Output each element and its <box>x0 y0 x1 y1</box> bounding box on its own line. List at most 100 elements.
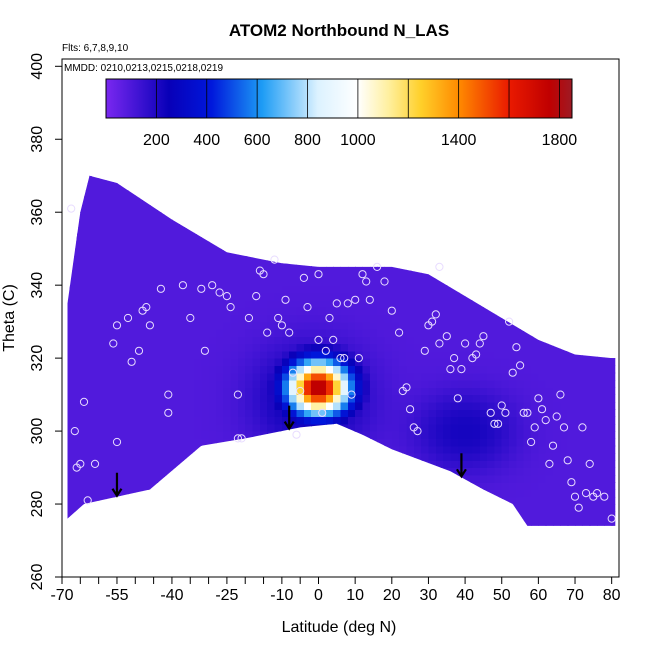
heatmap-cell <box>333 314 342 323</box>
heatmap-cell <box>494 234 503 242</box>
heatmap-cell <box>105 219 114 228</box>
heatmap-cell <box>494 358 503 367</box>
heatmap-cell <box>237 292 246 301</box>
heatmap-cell <box>611 423 616 432</box>
heatmap-cell <box>149 387 158 396</box>
heatmap-cell <box>186 358 195 367</box>
heatmap-cell <box>406 212 415 221</box>
sample-point <box>233 390 242 399</box>
sample-point <box>292 430 301 439</box>
heatmap-cell <box>413 358 422 367</box>
heatmap-cell <box>450 518 459 526</box>
heatmap-cell <box>597 328 605 337</box>
heatmap-cell <box>69 336 78 345</box>
heatmap-cell <box>83 482 92 491</box>
heatmap-cell <box>223 307 232 315</box>
heatmap-cell <box>157 365 166 374</box>
heatmap-cell <box>457 504 466 512</box>
heatmap-cell <box>245 343 254 352</box>
heatmap-cell <box>259 321 268 330</box>
heatmap-cell <box>149 438 158 447</box>
heatmap-cell <box>465 401 474 410</box>
heatmap-cell <box>164 460 173 469</box>
heatmap-cell <box>296 248 305 257</box>
heatmap-cell <box>215 277 224 286</box>
heatmap-cell <box>259 409 268 418</box>
heatmap-cell <box>465 299 474 308</box>
heatmap-cell <box>333 496 342 505</box>
heatmap-cell <box>494 511 503 520</box>
heatmap-cell <box>318 255 327 264</box>
heatmap-cell <box>186 482 195 491</box>
heatmap-cell <box>604 292 613 301</box>
heatmap-cell <box>105 234 114 242</box>
heatmap-cell <box>435 358 444 367</box>
heatmap-cell <box>494 387 503 396</box>
heatmap-cell <box>399 263 408 272</box>
heatmap-cell <box>311 372 320 381</box>
heatmap-cell <box>91 307 100 315</box>
heatmap-cell <box>516 212 525 221</box>
heatmap-cell <box>450 161 458 169</box>
heatmap-cell <box>83 212 92 221</box>
heatmap-cell <box>193 234 202 242</box>
heatmap-cell <box>362 255 371 264</box>
heatmap-cell <box>494 452 503 461</box>
heatmap-cell <box>274 248 283 257</box>
heatmap-cell <box>296 263 305 272</box>
heatmap-cell <box>98 350 107 359</box>
sample-point <box>523 408 532 417</box>
heatmap-cell <box>83 190 92 199</box>
heatmap-cell <box>252 482 261 491</box>
heatmap-cell <box>252 358 261 367</box>
heatmap-cell <box>370 533 378 541</box>
heatmap-cell <box>201 212 210 221</box>
heatmap-cell <box>259 489 268 498</box>
heatmap-cell <box>545 336 554 345</box>
heatmap-cell <box>567 212 576 221</box>
heatmap-cell <box>142 482 151 491</box>
heatmap-cell <box>67 409 70 418</box>
heatmap-cell <box>377 474 386 483</box>
heatmap-cell <box>501 423 510 432</box>
heatmap-cell <box>347 270 356 279</box>
heatmap-cell <box>399 431 408 439</box>
heatmap-cell <box>69 409 78 418</box>
heatmap-cell <box>377 526 385 534</box>
heatmap-cell <box>83 183 92 191</box>
heatmap-cell <box>149 380 158 388</box>
heatmap-cell <box>457 175 466 177</box>
heatmap-cell <box>611 350 616 359</box>
heatmap-cell <box>443 299 452 308</box>
heatmap-cell <box>127 496 136 505</box>
heatmap-cell <box>149 482 158 491</box>
heatmap-cell <box>545 226 554 235</box>
heatmap-cell <box>553 255 561 264</box>
heatmap-cell <box>465 277 474 286</box>
heatmap-cell <box>223 526 231 534</box>
heatmap-cell <box>465 314 474 323</box>
heatmap-cell <box>604 263 613 272</box>
heatmap-cell <box>149 409 158 418</box>
x-tick-label: 40 <box>456 587 474 604</box>
heatmap-cell <box>597 350 605 359</box>
heatmap-cell <box>406 292 415 301</box>
heatmap-cell <box>311 175 320 177</box>
heatmap-cell <box>296 226 305 235</box>
heatmap-cell <box>355 234 364 242</box>
heatmap-cell <box>545 372 554 381</box>
heatmap-cell <box>516 197 525 206</box>
heatmap-cell <box>91 533 99 541</box>
heatmap-cell <box>193 343 202 352</box>
heatmap-cell <box>399 321 408 330</box>
sample-point <box>541 416 550 425</box>
heatmap-cell <box>67 226 70 235</box>
heatmap-cell <box>391 474 400 483</box>
sample-point <box>431 310 440 319</box>
heatmap-cell <box>494 489 503 498</box>
heatmap-cell <box>187 533 195 541</box>
heatmap-cell <box>259 482 268 491</box>
heatmap-cell <box>142 489 151 498</box>
heatmap-cell <box>303 474 312 483</box>
